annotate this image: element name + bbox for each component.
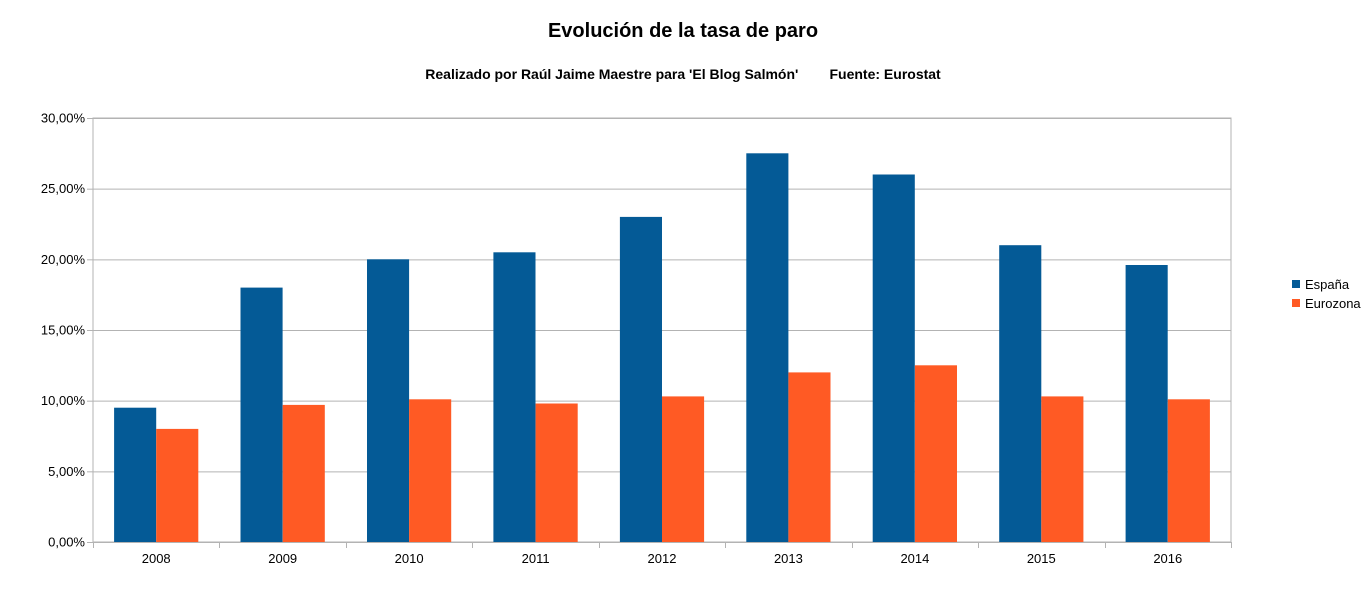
legend-swatch <box>1292 280 1300 288</box>
x-tick-label: 2014 <box>900 551 929 566</box>
bar-espa-a-2016 <box>1125 265 1168 542</box>
x-tick-label: 2015 <box>1027 551 1056 566</box>
axes: 0,00% 5,00% 10,00% 15,00% 20,00% 25,00% 30,00%… <box>41 111 1232 566</box>
chart-title: Evolución de la tasa de paro <box>547 20 819 42</box>
y-tick-label: 10,00% <box>41 393 86 408</box>
bar-eurozona-2010 <box>409 399 452 542</box>
bar-espa-a-2010 <box>367 259 410 542</box>
bar-espa-a-2008 <box>114 407 157 542</box>
legend-label: Eurozona <box>1305 296 1361 311</box>
y-tick-label: 15,00% <box>41 323 86 338</box>
y-tick-label: 5,00% <box>48 464 85 479</box>
bars <box>114 153 1210 543</box>
bar-eurozona-2016 <box>1167 399 1210 542</box>
legend-swatch <box>1292 299 1300 307</box>
y-tick-label: 0,00% <box>48 535 85 550</box>
bar-espa-a-2014 <box>872 174 915 542</box>
bar-eurozona-2008 <box>156 428 199 542</box>
x-tick-label: 2008 <box>142 551 171 566</box>
y-tick-label: 30,00% <box>41 111 86 126</box>
bar-espa-a-2011 <box>493 252 536 543</box>
bar-eurozona-2013 <box>788 372 831 542</box>
x-tick-label: 2012 <box>648 551 677 566</box>
x-tick-label: 2016 <box>1153 551 1182 566</box>
bar-eurozona-2009 <box>282 404 325 542</box>
x-tick-label: 2011 <box>522 551 550 566</box>
bar-eurozona-2014 <box>914 365 957 542</box>
bar-eurozona-2011 <box>535 403 578 542</box>
bar-espa-a-2013 <box>746 153 789 543</box>
bar-eurozona-2012 <box>662 396 705 542</box>
y-tick-label: 20,00% <box>41 252 86 267</box>
bar-espa-a-2012 <box>619 216 662 542</box>
x-tick-label: 2009 <box>268 551 297 566</box>
bar-eurozona-2015 <box>1041 396 1084 542</box>
bar-espa-a-2015 <box>999 245 1042 542</box>
x-tick-label: 2013 <box>774 551 803 566</box>
y-tick-label: 25,00% <box>41 181 86 196</box>
legend-label: España <box>1305 277 1350 292</box>
chart-subtitle: Realizado por Raúl Jaime Maestre para 'E… <box>425 66 941 82</box>
x-tick-label: 2010 <box>395 551 424 566</box>
legend: España Eurozona <box>1292 277 1361 311</box>
bar-espa-a-2009 <box>240 287 283 542</box>
